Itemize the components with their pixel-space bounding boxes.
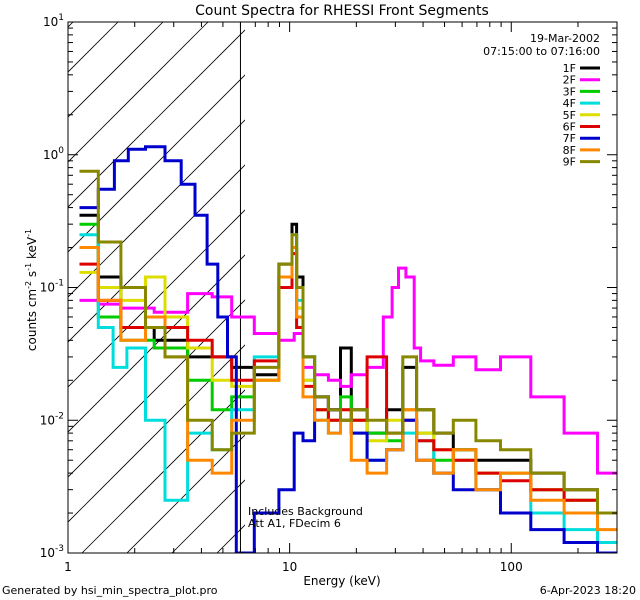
annotation-background: Includes Background	[248, 505, 363, 518]
y-axis-label: counts cm-2 s-1 keV-1	[24, 229, 39, 351]
legend-label: 4F	[563, 97, 576, 110]
y-tick-labels: 10-3 10-2 10-1 100 101	[40, 13, 65, 560]
hatch-line	[81, 389, 245, 553]
chart-title: Count Spectra for RHESSI Front Segments	[195, 3, 489, 19]
legend-label: 8F	[563, 144, 576, 157]
hatch-line	[68, 74, 245, 253]
annotation-attenuator: Att A1, FDecim 6	[248, 517, 341, 530]
legend-label: 9F	[563, 156, 576, 169]
y-tick-label: 10-2	[40, 411, 64, 427]
legend-label: 2F	[563, 74, 576, 87]
hatch-line	[68, 254, 245, 433]
y-tick-label: 10-3	[40, 544, 64, 560]
footer-generated-by: Generated by hsi_min_spectra_plot.pro	[2, 584, 218, 597]
x-tick-label: 10	[282, 560, 297, 574]
legend-label: 1F	[563, 62, 576, 75]
series-line-2F	[79, 266, 617, 475]
legend-label: 5F	[563, 109, 576, 122]
y-tick-label: 10-1	[40, 279, 64, 295]
x-axis-label: Energy (keV)	[303, 574, 380, 588]
legend-label: 3F	[563, 85, 576, 98]
footer-timestamp: 6-Apr-2023 18:20	[540, 584, 636, 597]
axis-ticks	[67, 21, 618, 554]
series-line-7F	[79, 145, 617, 553]
x-tick-label: 100	[500, 560, 523, 574]
hatch-line	[68, 209, 245, 388]
hatch-line	[68, 22, 209, 163]
x-tick-label: 1	[64, 560, 72, 574]
hatch-line	[126, 434, 245, 553]
legend-label: 6F	[563, 121, 576, 134]
hatch-line	[68, 22, 164, 118]
x-tick-labels: 1 10 100	[64, 560, 523, 574]
series-line-9F	[79, 169, 617, 515]
y-tick-label: 101	[43, 13, 64, 29]
observation-date: 19-Mar-2002	[530, 32, 600, 45]
hatch-line	[68, 29, 245, 208]
observation-time-range: 07:15:00 to 07:16:00	[483, 45, 600, 58]
hatch-line	[68, 344, 245, 523]
y-tick-label: 100	[43, 146, 64, 162]
series-group	[79, 145, 617, 553]
series-line-1F	[79, 213, 617, 515]
legend-label: 7F	[563, 132, 576, 145]
hatch-line	[68, 299, 245, 478]
